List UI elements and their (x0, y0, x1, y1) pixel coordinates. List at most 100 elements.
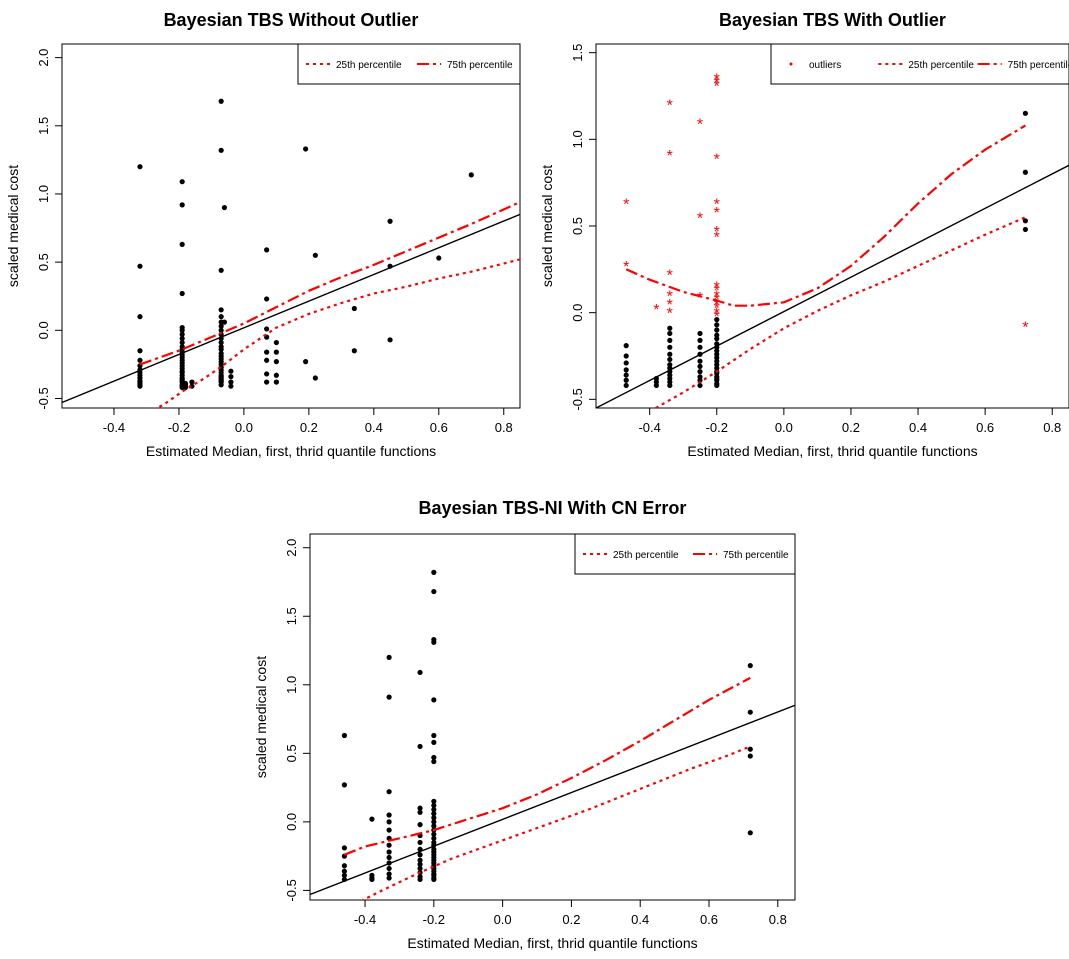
data-point (386, 654, 392, 660)
x-tick-label: 0.6 (700, 912, 718, 927)
x-tick-label: 0.0 (235, 420, 253, 435)
legend-box (297, 43, 521, 85)
y-tick-label: -0.5 (284, 879, 299, 901)
outlier-point: * (667, 297, 673, 314)
x-tick-label: 0.2 (842, 420, 860, 435)
data-point (273, 359, 279, 365)
data-point (697, 382, 703, 389)
outlier-point: * (714, 288, 720, 305)
data-point (369, 816, 375, 822)
data-point (667, 344, 673, 350)
legend-box (574, 533, 796, 575)
data-point (264, 379, 270, 385)
data-point (417, 852, 423, 858)
data-point (714, 382, 720, 389)
outlier-point: * (714, 196, 720, 213)
data-point (747, 662, 753, 669)
p75-line (139, 201, 520, 366)
data-point (179, 290, 185, 297)
data-point (623, 372, 629, 378)
y-tick-label: 0.0 (570, 304, 585, 322)
data-point (137, 314, 143, 320)
data-point (264, 357, 270, 363)
x-tick-label: 0.0 (775, 420, 793, 435)
data-point (431, 831, 437, 837)
data-point (264, 326, 270, 332)
data-point (417, 669, 423, 676)
legend-label: 25th percentile (613, 550, 679, 561)
data-point (417, 839, 423, 846)
data-point (221, 204, 228, 211)
data-point (303, 146, 309, 152)
outlier-point: * (714, 72, 720, 89)
data-point (179, 179, 185, 185)
outlier-point: * (714, 75, 720, 92)
data-point (431, 823, 437, 829)
data-point (623, 343, 629, 349)
data-point (341, 863, 347, 869)
legend: 25th percentile 75th percentile (574, 533, 796, 575)
x-tick-label: -0.2 (168, 420, 190, 435)
x-tick-label: 0.8 (1043, 420, 1061, 435)
data-point (137, 348, 143, 354)
data-point (386, 871, 392, 877)
y-tick-label: 1.0 (570, 130, 585, 148)
data-point (417, 809, 423, 815)
data-point (431, 819, 437, 825)
outlier-point: * (653, 302, 659, 319)
data-point (386, 827, 392, 833)
outlier-point: * (714, 205, 720, 222)
data-point (386, 842, 392, 848)
data-point (218, 327, 224, 333)
data-point (179, 335, 185, 342)
data-point (387, 218, 393, 224)
data-point (468, 172, 474, 178)
data-point (747, 746, 753, 752)
data-point (431, 835, 437, 841)
x-tick-label: -0.4 (638, 420, 660, 435)
data-point (431, 639, 437, 645)
legend: outliers 25th percentile 75th percentile (770, 43, 1069, 85)
x-tick-label: 0.8 (769, 912, 787, 927)
data-point (341, 782, 347, 788)
data-point (697, 369, 703, 375)
data-point (653, 382, 659, 389)
outlier-point: * (714, 306, 720, 323)
outlier-point: * (1022, 320, 1028, 337)
y-tick-label: -0.5 (570, 388, 585, 410)
data-point (221, 319, 228, 325)
data-point (417, 865, 423, 872)
data-point (264, 296, 270, 302)
y-tick-label: 1.0 (36, 185, 51, 203)
x-tick-label: -0.4 (354, 912, 376, 927)
x-tick-label: 0.8 (495, 420, 513, 435)
data-point (667, 351, 673, 357)
data-point (431, 815, 437, 821)
data-point (714, 322, 720, 328)
data-point (228, 374, 234, 380)
data-point (218, 339, 224, 346)
y-tick-label: 1.5 (284, 607, 299, 625)
chart-panel-2: Bayesian TBS With Outlier Estimated Media… (539, 0, 1069, 470)
data-point (218, 147, 224, 153)
data-point (417, 861, 423, 867)
data-point (431, 569, 437, 575)
y-tick-label: 0.5 (570, 217, 585, 235)
data-point (1022, 226, 1028, 233)
data-point (341, 732, 347, 739)
p25-line (360, 745, 751, 900)
data-point (667, 382, 673, 389)
outlier-point: * (714, 79, 720, 96)
x-tick-label: 0.6 (430, 420, 448, 435)
fit-line (62, 213, 520, 404)
x-tick-label: 0.4 (365, 420, 383, 435)
data-point (714, 327, 720, 333)
data-point (431, 811, 437, 817)
outlier-point: * (714, 309, 720, 326)
y-tick-label: 2.0 (284, 539, 299, 557)
plot-frame (309, 533, 796, 901)
data-point (697, 358, 703, 364)
x-tick-label: -0.2 (423, 912, 445, 927)
p25-line (653, 216, 1026, 408)
legend-label: outliers (809, 60, 841, 71)
